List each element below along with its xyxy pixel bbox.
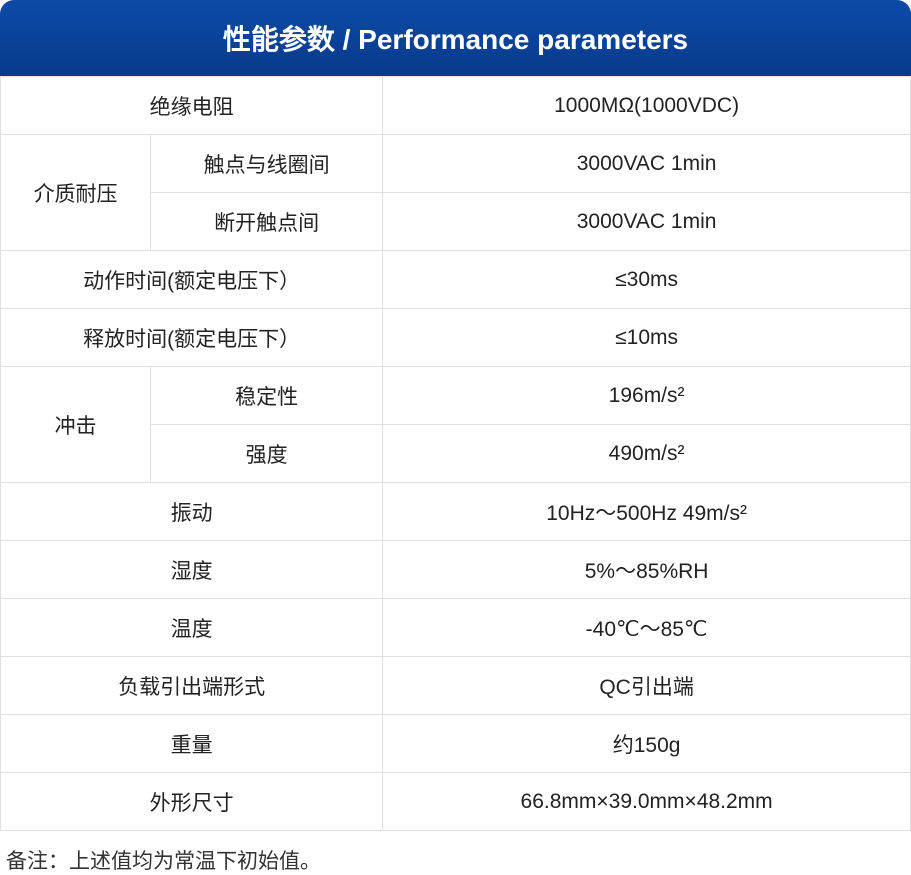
- param-value: ≤10ms: [383, 309, 911, 367]
- param-value: 10Hz～500Hz 49m/s²: [383, 483, 911, 541]
- table-row: 负载引出端形式 QC引出端: [1, 657, 911, 715]
- table-row: 温度 -40℃～85℃: [1, 599, 911, 657]
- table-row: 重量 约150g: [1, 715, 911, 773]
- param-value: QC引出端: [383, 657, 911, 715]
- param-sub-label: 断开触点间: [151, 193, 383, 251]
- table-row: 释放时间(额定电压下） ≤10ms: [1, 309, 911, 367]
- param-label: 湿度: [1, 541, 383, 599]
- footnote: 备注：上述值均为常温下初始值。: [0, 831, 911, 875]
- param-label: 温度: [1, 599, 383, 657]
- param-label: 动作时间(额定电压下）: [1, 251, 383, 309]
- param-group-label: 介质耐压: [1, 135, 151, 251]
- param-label: 释放时间(额定电压下）: [1, 309, 383, 367]
- param-value: 5%～85%RH: [383, 541, 911, 599]
- param-value: 66.8mm×39.0mm×48.2mm: [383, 773, 911, 831]
- param-value: 490m/s²: [383, 425, 911, 483]
- table-row: 冲击 稳定性 196m/s²: [1, 367, 911, 425]
- performance-table: 绝缘电阻 1000MΩ(1000VDC) 介质耐压 触点与线圈间 3000VAC…: [0, 76, 911, 831]
- param-label: 振动: [1, 483, 383, 541]
- param-sub-label: 触点与线圈间: [151, 135, 383, 193]
- table-row: 外形尺寸 66.8mm×39.0mm×48.2mm: [1, 773, 911, 831]
- param-value: -40℃～85℃: [383, 599, 911, 657]
- param-value: 3000VAC 1min: [383, 193, 911, 251]
- param-value: 1000MΩ(1000VDC): [383, 77, 911, 135]
- param-value: ≤30ms: [383, 251, 911, 309]
- table-row: 振动 10Hz～500Hz 49m/s²: [1, 483, 911, 541]
- param-sub-label: 强度: [151, 425, 383, 483]
- spec-table-container: 性能参数 / Performance parameters 绝缘电阻 1000M…: [0, 0, 911, 875]
- param-label: 重量: [1, 715, 383, 773]
- param-value: 196m/s²: [383, 367, 911, 425]
- table-row: 动作时间(额定电压下） ≤30ms: [1, 251, 911, 309]
- param-sub-label: 稳定性: [151, 367, 383, 425]
- param-label: 负载引出端形式: [1, 657, 383, 715]
- table-row: 介质耐压 触点与线圈间 3000VAC 1min: [1, 135, 911, 193]
- table-row: 湿度 5%～85%RH: [1, 541, 911, 599]
- param-value: 3000VAC 1min: [383, 135, 911, 193]
- table-row: 绝缘电阻 1000MΩ(1000VDC): [1, 77, 911, 135]
- param-value: 约150g: [383, 715, 911, 773]
- param-label: 绝缘电阻: [1, 77, 383, 135]
- table-header: 性能参数 / Performance parameters: [0, 0, 911, 76]
- param-label: 外形尺寸: [1, 773, 383, 831]
- param-group-label: 冲击: [1, 367, 151, 483]
